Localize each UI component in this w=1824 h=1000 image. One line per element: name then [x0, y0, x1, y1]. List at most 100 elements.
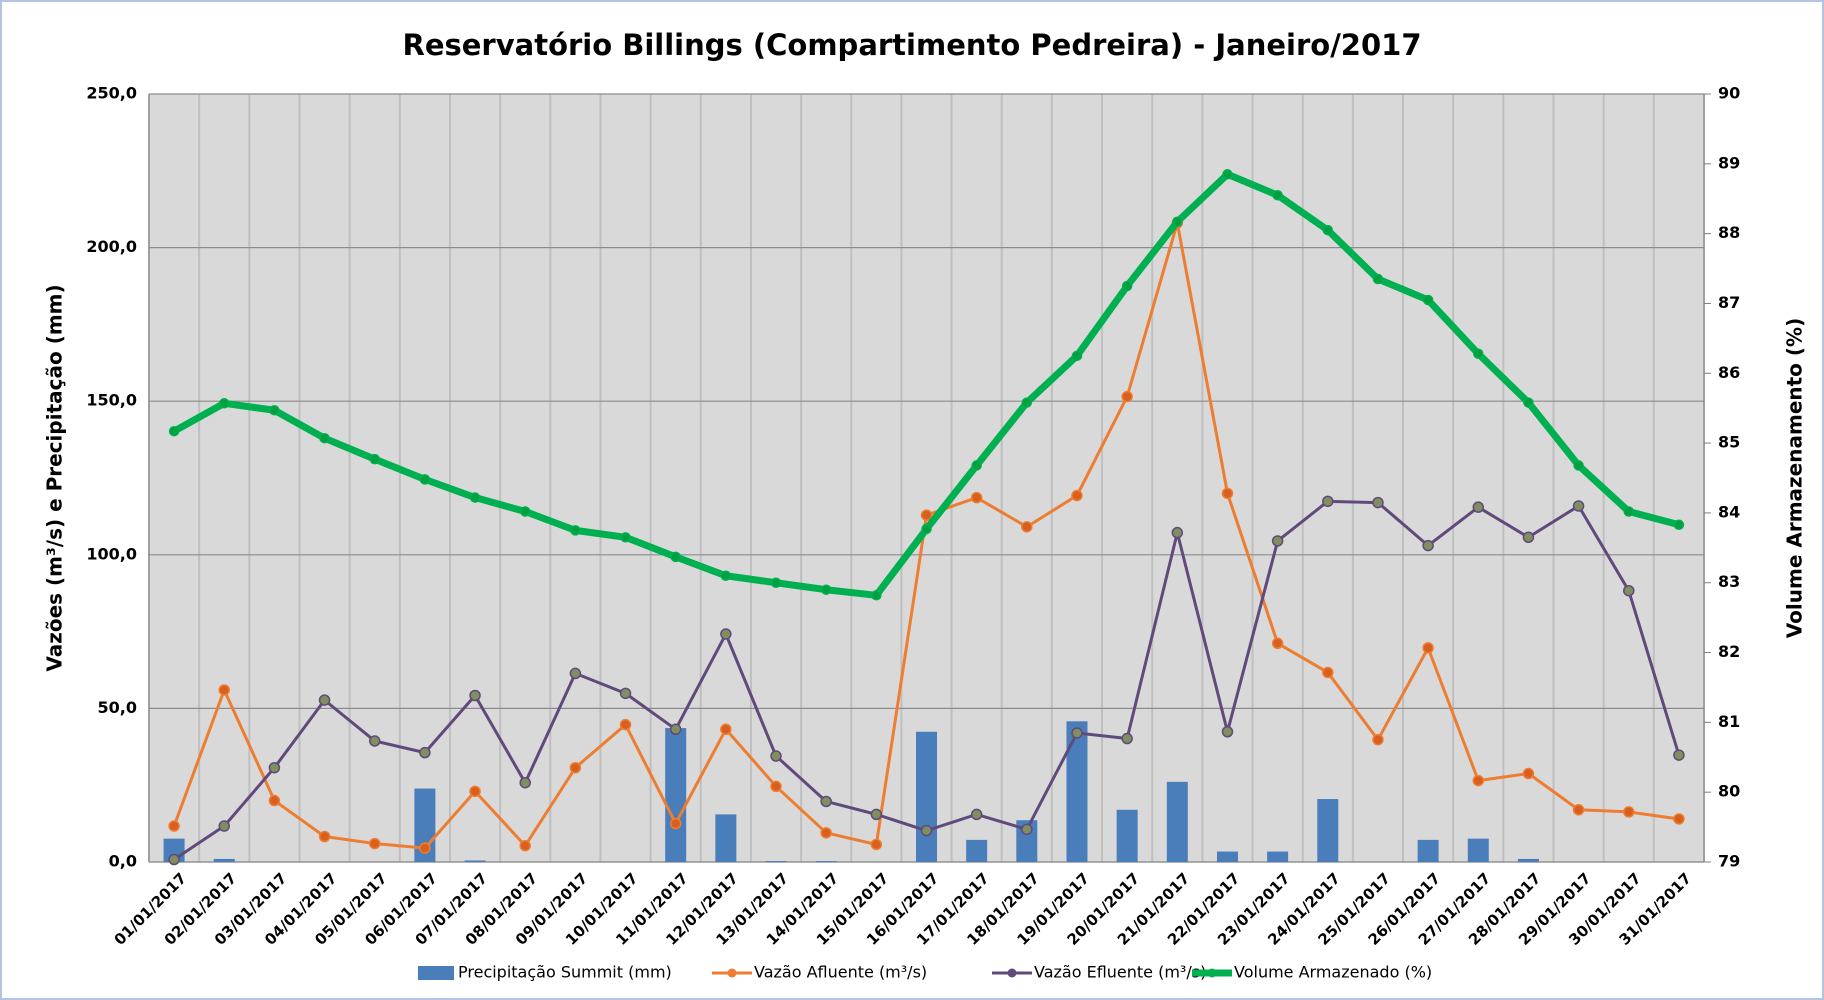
line-marker: [1272, 189, 1283, 201]
legend-marker: [1207, 968, 1217, 978]
y2-tick-label: 81: [1718, 712, 1740, 731]
line-marker: [168, 820, 180, 832]
line-marker: [1172, 216, 1183, 228]
line-marker: [318, 694, 331, 706]
bar: [464, 860, 486, 862]
bar: [1116, 809, 1138, 862]
line-marker: [1021, 823, 1033, 836]
bar: [1317, 799, 1339, 862]
line-marker: [519, 506, 531, 517]
line-marker: [871, 590, 882, 601]
line-marker: [770, 577, 782, 588]
line-marker: [419, 746, 431, 759]
legend-label: Volume Armazenado (%): [1234, 963, 1432, 982]
line-marker: [168, 853, 180, 866]
line-marker: [1623, 584, 1635, 597]
bar: [916, 731, 937, 862]
y2-tick-label: 89: [1718, 153, 1740, 172]
legend-label: Precipitação Summit (mm): [458, 963, 672, 982]
line-marker: [971, 460, 982, 471]
line-marker: [770, 780, 782, 793]
line-marker: [1322, 224, 1334, 236]
line-marker: [870, 808, 883, 821]
line-marker: [670, 551, 681, 563]
line-marker: [368, 735, 381, 747]
legend-swatch: [418, 966, 454, 980]
y2-tick-label: 86: [1718, 363, 1740, 382]
line-marker: [1121, 732, 1133, 745]
line-marker: [419, 474, 431, 485]
line-marker: [570, 525, 581, 536]
bar: [815, 861, 837, 862]
line-marker: [870, 838, 883, 851]
line-marker: [1472, 774, 1485, 787]
line-marker: [1422, 642, 1434, 654]
bar: [1166, 781, 1188, 862]
line-marker: [268, 761, 281, 774]
y2-axis-title: Volume Armazenamento (%): [1783, 318, 1807, 638]
line-marker: [469, 689, 481, 702]
line-marker: [368, 837, 381, 850]
y-tick-label: 200,0: [86, 237, 137, 256]
line-marker: [269, 405, 280, 416]
line-marker: [920, 824, 933, 837]
line-marker: [1021, 397, 1033, 408]
line-marker: [469, 492, 481, 503]
line-marker: [1222, 169, 1233, 180]
line-marker: [619, 718, 632, 731]
line-marker: [1322, 666, 1334, 679]
line-marker: [1522, 531, 1535, 544]
y2-tick-label: 90: [1718, 84, 1740, 103]
bar: [765, 861, 787, 862]
legend-marker: [727, 968, 737, 978]
y2-tick-label: 85: [1718, 433, 1740, 452]
line-marker: [1271, 637, 1284, 650]
legend-label: Vazão Afluente (m³/s): [754, 963, 927, 982]
y2-tick-label: 80: [1718, 782, 1740, 801]
line-marker: [820, 584, 832, 595]
line-marker: [1121, 280, 1133, 292]
y2-tick-label: 83: [1718, 572, 1740, 591]
line-marker: [519, 839, 531, 852]
line-marker: [669, 817, 682, 830]
line-marker: [1522, 767, 1535, 780]
line-marker: [569, 667, 582, 680]
line-marker: [318, 830, 331, 843]
bar: [1216, 851, 1238, 862]
line-marker: [820, 795, 832, 808]
line-marker: [319, 432, 330, 444]
y-tick-label: 100,0: [86, 544, 137, 563]
line-marker: [1071, 350, 1083, 362]
line-marker: [1473, 348, 1484, 359]
line-marker: [218, 684, 230, 696]
y2-tick-label: 87: [1718, 293, 1740, 312]
bar: [213, 858, 235, 862]
line-marker: [1171, 526, 1184, 539]
line-marker: [218, 398, 230, 409]
line-marker: [1021, 521, 1033, 533]
line-marker: [820, 827, 832, 839]
line-marker: [1372, 496, 1384, 509]
line-marker: [1623, 506, 1635, 517]
line-marker: [920, 509, 933, 521]
line-marker: [1422, 294, 1434, 306]
line-marker: [268, 794, 281, 807]
y-tick-label: 50,0: [98, 698, 137, 717]
line-marker: [620, 532, 631, 543]
line-marker: [1572, 804, 1585, 816]
y-tick-label: 250,0: [86, 84, 137, 103]
bar: [665, 728, 687, 862]
line-marker: [1472, 501, 1485, 513]
y-axis-title: Vazões (m³/s) e Precipitação (mm): [43, 284, 67, 671]
line-marker: [1673, 813, 1685, 825]
y-tick-label: 150,0: [86, 391, 137, 410]
line-marker: [1623, 806, 1635, 818]
legend-label: Vazão Efluente (m³/s): [1034, 963, 1206, 982]
line-marker: [970, 491, 983, 504]
legend-marker: [1007, 968, 1017, 978]
line-marker: [1372, 273, 1384, 285]
line-marker: [720, 570, 732, 581]
y2-tick-label: 84: [1718, 502, 1740, 521]
